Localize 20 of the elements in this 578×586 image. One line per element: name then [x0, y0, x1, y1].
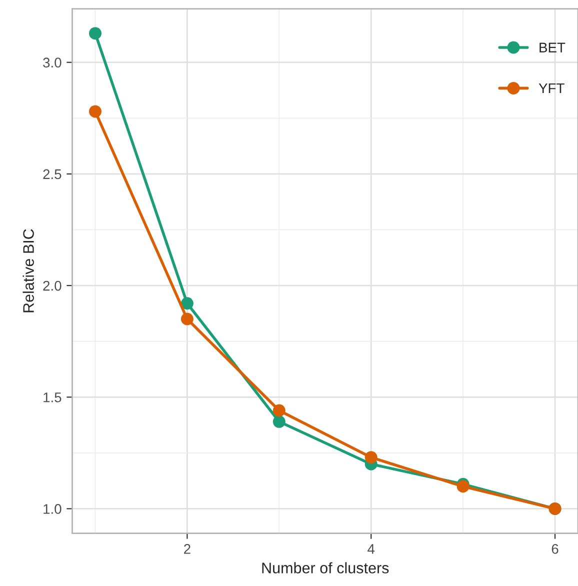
point: [180, 312, 194, 326]
point: [272, 415, 286, 428]
point: [364, 451, 378, 464]
point: [88, 105, 102, 118]
point: [456, 480, 470, 493]
legend-label: BET: [540, 42, 566, 52]
point: [180, 297, 194, 310]
x-tick-label: 6: [552, 544, 558, 554]
x-tick-label: 2: [184, 544, 190, 554]
y-tick-label: 3.0: [43, 58, 62, 68]
x-tick-label: 4: [368, 544, 375, 554]
y-tick-label: 2.0: [43, 280, 62, 291]
point: [88, 27, 102, 40]
y-tick-label: 2.5: [43, 169, 62, 180]
y-tick-label: 1.0: [44, 504, 62, 514]
y-tick-label: 1.5: [44, 392, 62, 402]
x-axis-title: Number of clusters: [262, 562, 389, 574]
legend-label: YFT: [538, 84, 564, 94]
point: [272, 404, 286, 417]
y-axis-title: Relative BIC: [22, 229, 34, 312]
